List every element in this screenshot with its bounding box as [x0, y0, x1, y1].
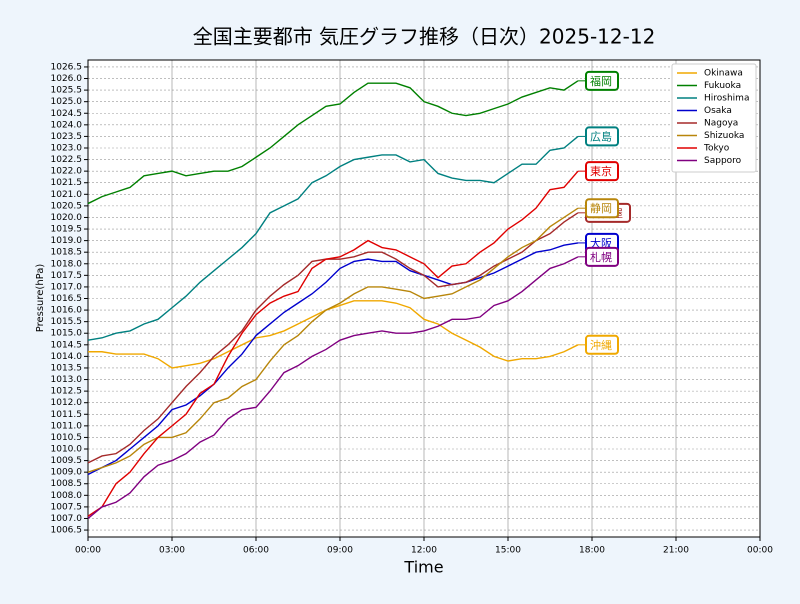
y-tick-label: 1014.5 [51, 340, 83, 350]
legend-label: Fukuoka [704, 81, 741, 91]
series-line [87, 135, 579, 341]
y-tick-label: 1018.0 [51, 259, 83, 269]
y-tick-label: 1024.0 [51, 120, 83, 130]
legend-label: Hiroshima [704, 94, 749, 104]
y-tick-label: 1006.5 [51, 526, 83, 536]
series-line [87, 256, 579, 520]
x-tick-label: 15:00 [495, 546, 521, 556]
end-label-box [585, 161, 619, 182]
y-tick-label: 1013.5 [51, 363, 83, 373]
y-tick-label: 1016.5 [51, 294, 83, 304]
x-tick-label: 00:00 [75, 546, 101, 556]
legend-label: Tokyo [703, 144, 730, 154]
end-label-box [585, 334, 619, 355]
y-tick-label: 1013.0 [51, 375, 83, 385]
y-tick-label: 1014.0 [51, 352, 83, 362]
y-tick-label: 1010.0 [51, 445, 83, 455]
legend-label: Okinawa [704, 69, 743, 79]
end-label: 沖縄 [578, 334, 619, 355]
y-tick-label: 1012.5 [51, 387, 83, 397]
y-tick-label: 1021.0 [51, 190, 83, 200]
y-tick-label: 1022.0 [51, 167, 83, 177]
y-tick-label: 1019.5 [51, 225, 83, 235]
y-tick-label: 1026.5 [51, 62, 83, 72]
end-label-text: 沖縄 [590, 338, 612, 352]
y-tick-label: 1008.0 [51, 491, 83, 501]
series-line [87, 170, 579, 517]
x-tick-label: 09:00 [327, 546, 353, 556]
x-axis-label: Time [403, 558, 443, 577]
x-tick-label: 06:00 [243, 546, 269, 556]
y-tick-label: 1018.5 [51, 248, 83, 258]
y-tick-label: 1025.5 [51, 86, 83, 96]
x-tick-label: 03:00 [159, 546, 185, 556]
y-tick-label: 1021.5 [51, 178, 83, 188]
end-label: 東京 [578, 161, 619, 182]
y-tick-label: 1016.0 [51, 306, 83, 316]
end-label: 広島 [578, 126, 619, 147]
y-tick-label: 1020.0 [51, 213, 83, 223]
y-tick-label: 1017.0 [51, 282, 83, 292]
y-tick-label: 1007.5 [51, 502, 83, 512]
y-tick-label: 1022.5 [51, 155, 83, 165]
x-tick-label: 12:00 [411, 546, 437, 556]
end-label-box [585, 198, 619, 219]
y-tick-label: 1015.0 [51, 329, 83, 339]
y-tick-label: 1011.5 [51, 410, 83, 420]
y-tick-label: 1023.5 [51, 132, 83, 142]
y-tick-label: 1012.0 [51, 398, 83, 408]
y-axis-label: Pressure(hPa) [35, 264, 46, 333]
y-tick-label: 1023.0 [51, 143, 83, 153]
series-line [87, 207, 579, 473]
x-tick-label: 18:00 [579, 546, 605, 556]
x-tick-label: 00:00 [747, 546, 773, 556]
plot-frame [87, 59, 761, 538]
end-label-text: 静岡 [590, 201, 612, 215]
end-label-box [585, 246, 619, 267]
y-tick-label: 1017.5 [51, 271, 83, 281]
series-line [87, 212, 579, 464]
y-tick-label: 1009.5 [51, 456, 83, 466]
y-tick-label: 1010.5 [51, 433, 83, 443]
legend-label: Nagoya [704, 119, 738, 129]
series-line [88, 300, 579, 369]
end-label: 札幌 [578, 246, 619, 267]
y-tick-label: 1020.5 [51, 201, 83, 211]
chart-title: 全国主要都市 気圧グラフ推移（日次）2025-12-12 [193, 25, 656, 49]
end-label-text: 福岡 [590, 74, 612, 88]
end-label-text: 広島 [590, 129, 612, 143]
series-line [87, 242, 579, 476]
y-tick-label: 1026.0 [51, 74, 83, 84]
legend-label: Osaka [704, 106, 732, 116]
end-label: 静岡 [578, 198, 619, 219]
end-label-text: 大阪 [590, 236, 612, 250]
y-tick-label: 1009.0 [51, 468, 83, 478]
y-tick-label: 1019.0 [51, 236, 83, 246]
legend-label: Shizuoka [704, 131, 744, 141]
y-tick-label: 1011.0 [51, 421, 83, 431]
end-label-box [585, 126, 619, 147]
y-tick-label: 1024.5 [51, 109, 83, 119]
legend-label: Sapporo [704, 156, 742, 166]
series-line [87, 80, 579, 205]
y-tick-label: 1008.5 [51, 479, 83, 489]
y-tick-label: 1007.0 [51, 514, 83, 524]
end-label-text: 札幌 [590, 250, 612, 264]
y-tick-label: 1025.0 [51, 97, 83, 107]
y-tick-label: 1015.5 [51, 317, 83, 327]
end-label: 福岡 [578, 70, 619, 91]
legend-box [671, 63, 757, 173]
end-label-text: 東京 [590, 164, 612, 178]
end-label-box [585, 70, 619, 91]
x-tick-label: 21:00 [663, 546, 689, 556]
